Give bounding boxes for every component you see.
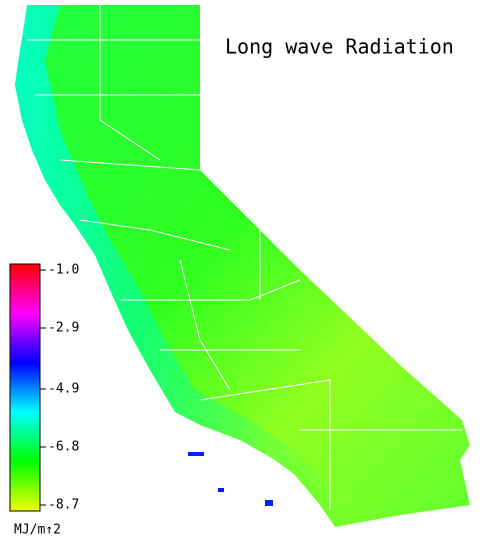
colorbar-unit: MJ/m↑2 xyxy=(14,523,61,538)
state-shape xyxy=(15,5,470,527)
coastal-band xyxy=(15,5,345,527)
colorbar: -1.0 -2.9 -4.9 -6.8 -8.7 xyxy=(9,263,79,513)
colorbar-tick-label: -4.9 xyxy=(48,382,79,397)
colorbar-tick-label: -8.7 xyxy=(48,498,79,513)
california-map xyxy=(15,5,470,527)
colorbar-gradient xyxy=(9,263,41,512)
colorbar-tick-label: -6.8 xyxy=(48,440,79,455)
county-lines xyxy=(27,5,462,510)
map-title: Long wave Radiation xyxy=(225,35,454,59)
colorbar-tick-label: -1.0 xyxy=(48,263,79,278)
colorbar-tick-label: -2.9 xyxy=(48,320,79,335)
islands xyxy=(188,452,273,506)
